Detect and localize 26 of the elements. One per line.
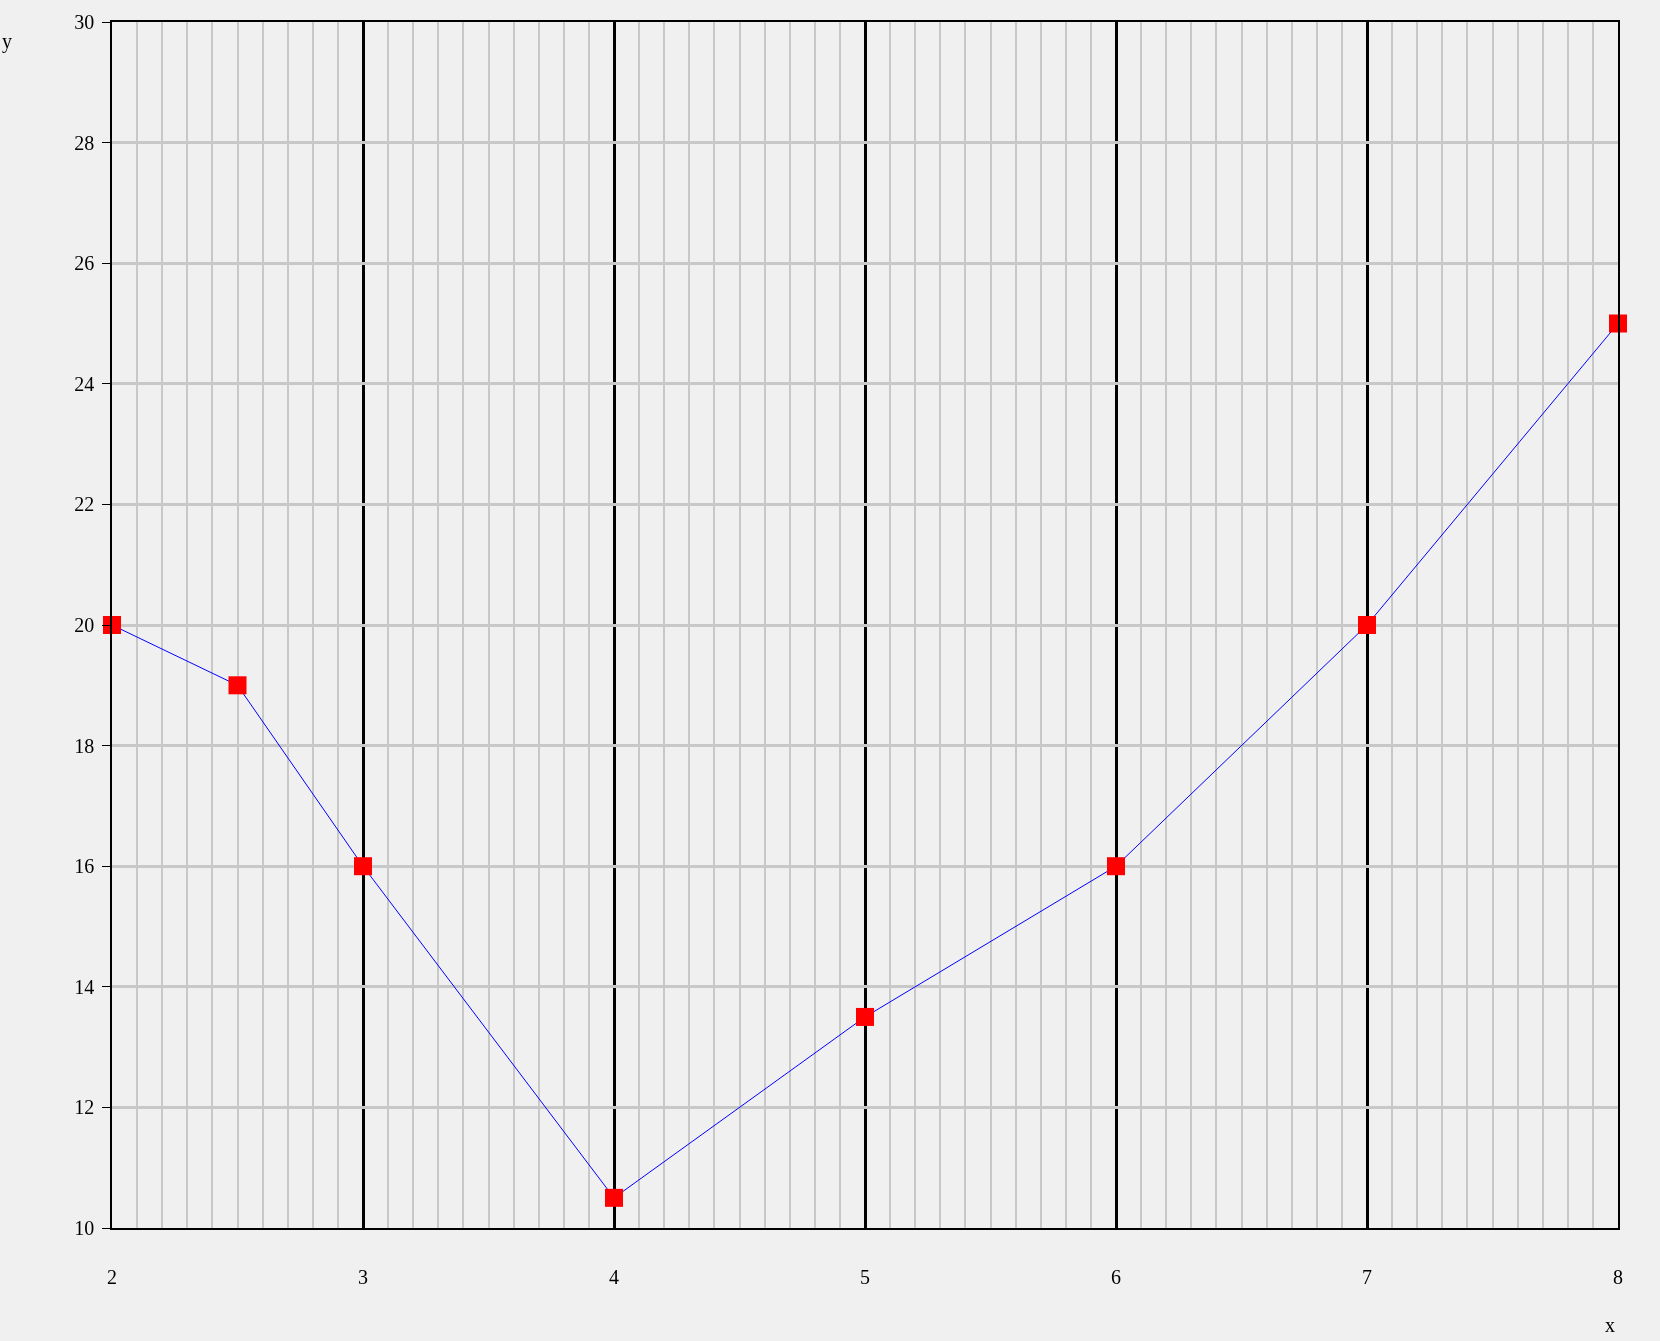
x-tick-label: 2 — [107, 1265, 117, 1288]
y-tick-label: 24 — [74, 372, 95, 395]
y-axis-title: y — [2, 30, 12, 53]
y-tick-label: 18 — [74, 734, 95, 757]
y-tick-label: 26 — [74, 252, 95, 275]
y-tick-label: 20 — [74, 614, 95, 636]
y-tick-label: 10 — [74, 1217, 95, 1239]
y-tick-label: 12 — [74, 1096, 95, 1119]
y-tick-label: 30 — [74, 11, 95, 33]
x-tick-label: 4 — [609, 1265, 619, 1288]
point — [354, 857, 372, 876]
x-tick-label: 3 — [358, 1265, 368, 1288]
x-tick-label: 7 — [1362, 1265, 1372, 1288]
point — [1107, 857, 1125, 876]
y-tick-label: 22 — [74, 493, 95, 516]
x-tick-label: 6 — [1111, 1265, 1121, 1288]
point — [1358, 616, 1376, 634]
point — [856, 1007, 874, 1026]
x-tick-label: 8 — [1613, 1265, 1623, 1288]
x-axis-title: x — [1605, 1314, 1615, 1336]
x-tick-label: 5 — [860, 1265, 870, 1288]
y-tick-label: 28 — [74, 131, 95, 154]
point — [228, 676, 247, 695]
y-tick-label: 14 — [74, 975, 95, 998]
point — [605, 1188, 623, 1207]
y-tick-label: 16 — [74, 855, 95, 878]
